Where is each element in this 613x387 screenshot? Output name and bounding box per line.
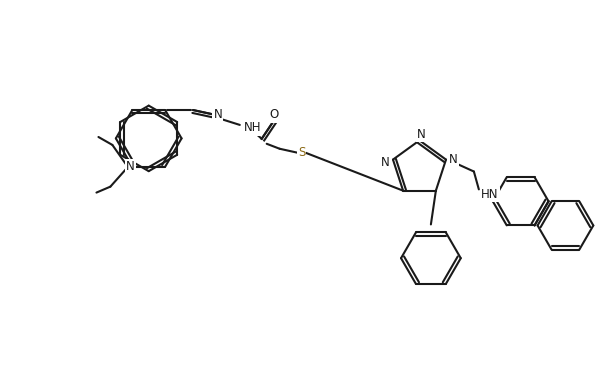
Text: N: N	[449, 153, 457, 166]
Text: HN: HN	[481, 188, 498, 201]
Text: S: S	[298, 146, 305, 159]
Text: N: N	[213, 108, 223, 122]
Text: N: N	[381, 156, 389, 169]
Text: N: N	[126, 160, 135, 173]
Text: NH: NH	[244, 122, 261, 134]
Text: N: N	[417, 128, 426, 141]
Text: O: O	[269, 108, 278, 122]
